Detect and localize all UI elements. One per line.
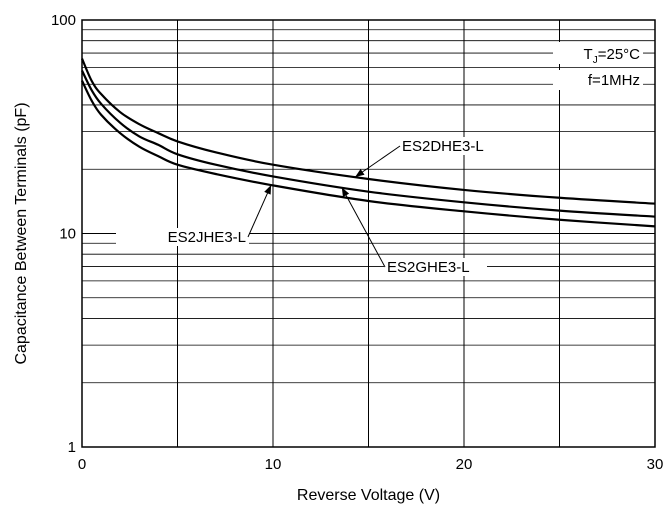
tj-value: =25°C <box>598 46 640 63</box>
leader-line <box>247 184 272 238</box>
series-label-bg <box>116 228 249 246</box>
series-label: ES2DHE3-L <box>402 138 484 155</box>
curves <box>80 58 656 228</box>
series-line <box>81 80 656 228</box>
leader-arrow <box>264 185 272 195</box>
conditions-bg-tj <box>553 42 643 64</box>
series-line <box>80 58 656 205</box>
series-label: ES2JHE3-L <box>168 229 246 246</box>
y-tick-label: 1 <box>68 439 76 456</box>
x-tick-labels: 0 10 20 30 <box>78 456 664 473</box>
series-label-bg <box>399 137 502 155</box>
frequency: f=1MHz <box>588 72 640 89</box>
y-tick-label: 100 <box>51 12 76 29</box>
conditions-box: TJ=25°C f=1MHz <box>553 42 643 90</box>
leader-arrow <box>341 187 350 197</box>
x-tick-label: 0 <box>78 456 86 473</box>
tj-symbol: T <box>584 46 593 63</box>
series-line <box>81 70 656 218</box>
leader-line <box>341 187 386 268</box>
y-axis-label: Capacitance Between Terminals (pF) <box>13 102 30 364</box>
plot-frame <box>81 19 656 448</box>
tj-subscript: J <box>593 55 598 66</box>
y-tick-labels: 1 10 100 <box>51 12 76 456</box>
series-label: ES2GHE3-L <box>387 259 470 276</box>
y-tick-label: 10 <box>59 226 76 243</box>
grid <box>82 20 655 447</box>
series-label-bg <box>384 258 487 276</box>
junction-temperature: TJ=25°C <box>584 46 641 66</box>
leader-arrow <box>355 169 365 177</box>
x-tick-label: 30 <box>647 456 664 473</box>
leader-line <box>354 145 401 178</box>
x-tick-label: 20 <box>456 456 473 473</box>
x-axis-label: Reverse Voltage (V) <box>297 487 440 504</box>
conditions-bg-freq <box>553 70 643 90</box>
series-labels: ES2DHE3-L ES2GHE3-L ES2JHE3-L <box>116 137 502 276</box>
x-tick-label: 10 <box>265 456 282 473</box>
